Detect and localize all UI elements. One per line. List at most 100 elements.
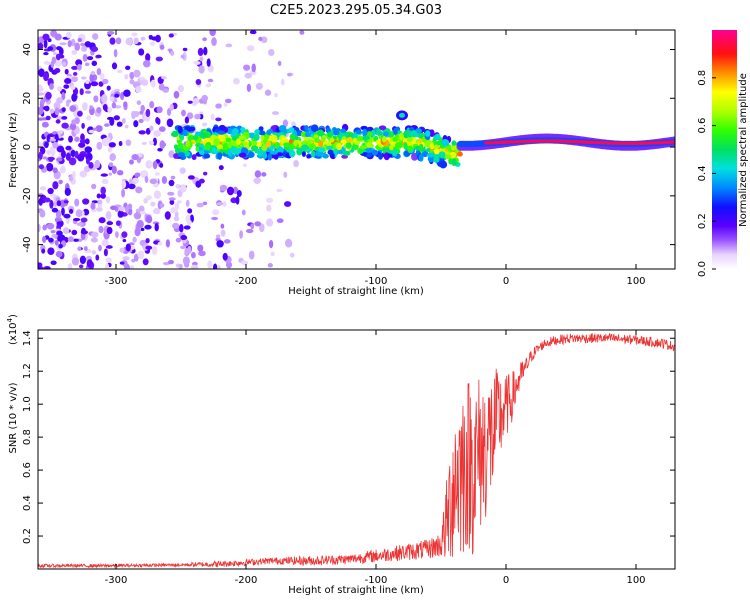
heatmap-cell [38,106,44,116]
heatmap-cell [188,126,196,132]
heatmap-cell [106,85,111,91]
heatmap-cell [243,64,251,71]
heatmap-cell [304,132,311,137]
heatmap-cell [284,201,292,207]
heatmap-cell [124,124,129,129]
heatmap-cell [101,178,109,185]
heatmap-cell [84,138,90,145]
heatmap-cell [220,223,225,229]
spectrogram-frame [37,29,676,270]
heatmap-cell [185,214,191,223]
heatmap-cell [424,130,431,137]
heatmap-cell [115,37,122,45]
heatmap-cell [161,76,167,80]
heatmap-cell [159,140,166,149]
heatmap-cell [58,54,65,59]
heatmap-cell [38,117,45,121]
heatmap-cell [211,216,219,221]
heatmap-cell [134,227,141,237]
heatmap-cell [248,250,255,260]
heatmap-cell [265,197,274,203]
heatmap-cell [70,85,76,91]
colorbar-tick-label: 0.8 [697,70,708,86]
heatmap-cell [77,110,83,117]
heatmap-cell [393,127,398,136]
colorbar: 0.0 0.2 0.4 0.6 0.8 Normalized spectral ampl… [697,30,749,277]
heatmap-cell [282,119,288,128]
heatmap-cell [154,223,159,232]
heatmap-cell [182,47,188,52]
heatmap-cell [91,60,98,67]
heatmap-cell [95,254,100,261]
heatmap-cell [67,263,73,269]
heatmap-cell [136,100,142,106]
heatmap-cell [336,142,343,151]
heatmap-cell [88,129,95,134]
heatmap-cell [190,251,196,259]
heatmap-cell [205,83,211,88]
heatmap-cell [161,176,168,184]
heatmap-cell [232,77,240,85]
heatmap-cell [327,149,334,155]
heatmap-cell [168,150,175,158]
heatmap-cell [114,93,120,98]
heatmap-cell [212,209,220,216]
heatmap-cell [152,137,157,146]
heatmap-cell [168,179,175,187]
heatmap-cell [418,132,424,139]
heatmap-cell [89,105,94,110]
heatmap-cell [90,70,96,76]
heatmap-cell [54,59,62,68]
heatmap-cell [68,157,77,166]
heatmap-cell [96,67,102,76]
heatmap-cell [140,104,145,113]
heatmap-cell [76,63,82,71]
heatmap-cell [296,147,303,156]
heatmap-cell [310,124,319,132]
heatmap-cell [224,98,232,104]
heatmap-cell [204,144,211,151]
heatmap-cell [123,101,128,108]
heatmap-cell [45,266,50,269]
heatmap-cell [318,140,324,147]
heatmap-cell [213,138,221,147]
heatmap-cell [274,92,279,98]
heatmap-cell [90,46,99,52]
heatmap-cell [232,128,239,135]
heatmap-cell [199,150,205,155]
heatmap-cell [42,235,47,243]
heatmap-cell [175,237,182,243]
heatmap-cell [216,240,224,248]
heatmap-cell [225,137,232,143]
heatmap-cell [133,37,139,45]
heatmap-cell [340,128,346,133]
heatmap-cell [105,263,110,269]
heatmap-cell [67,40,72,48]
heatmap-cell [264,134,270,140]
heatmap-cell [219,184,228,192]
heatmap-cell [216,202,224,206]
heatmap-cell [130,245,135,250]
heatmap-cell [229,146,238,153]
heatmap-cell [417,138,423,144]
heatmap-cell [261,145,268,151]
heatmap-cell [141,79,149,86]
heatmap-cell [109,37,116,45]
heatmap-cell [206,58,211,67]
heatmap-cell [47,187,54,195]
heatmap-cell [56,230,63,236]
heatmap-cell [50,260,57,266]
heatmap-cell [149,41,156,46]
heatmap-cell [210,113,215,121]
bottom-y-axis-label: SNR (10 * v/v) [8,382,19,453]
heatmap-cell [270,150,278,155]
heatmap-cell [53,200,58,207]
y-tick-label: 0.6 [22,462,33,478]
heatmap-cell [166,108,172,116]
y-tick-label: 1.0 [22,396,33,412]
heatmap-cell [176,200,182,204]
heatmap-cell [266,204,272,212]
heatmap-cell [289,133,296,140]
heatmap-cell [50,60,55,68]
heatmap-cell [187,208,193,214]
